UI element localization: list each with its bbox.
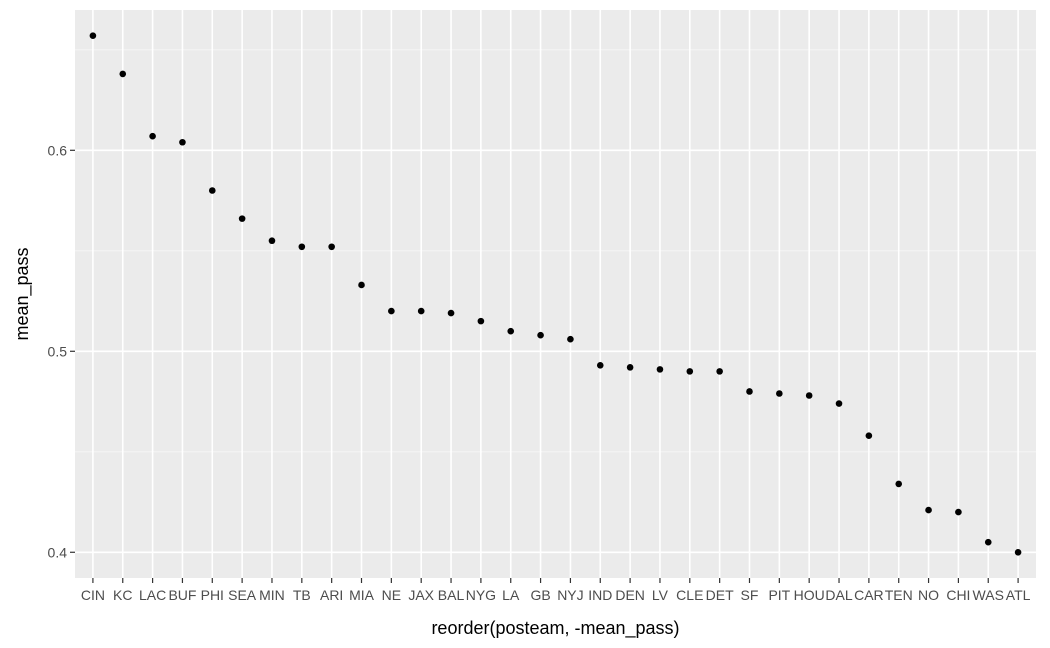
x-tick-label: CHI: [946, 587, 970, 603]
data-point-no: [925, 506, 932, 514]
x-tick-label: GB: [530, 587, 550, 603]
data-point-ten: [895, 480, 903, 488]
data-point-jax: [417, 307, 425, 315]
y-tick-label: 0.4: [48, 544, 68, 560]
x-tick-label: MIA: [349, 587, 375, 603]
data-point-det: [716, 368, 723, 375]
x-tick-label: PHI: [201, 587, 224, 603]
x-tick-label: TEN: [885, 587, 913, 603]
x-tick-label: TB: [293, 587, 311, 603]
x-tick-label: ATL: [1006, 587, 1031, 603]
x-tick-label: LA: [502, 587, 520, 603]
y-axis-title: mean_pass: [12, 247, 33, 340]
data-point-hou: [805, 392, 813, 399]
x-tick-label: LV: [652, 587, 669, 603]
data-point-lac: [149, 132, 156, 140]
data-point-phi: [208, 187, 216, 194]
data-point-cin: [89, 32, 97, 40]
x-tick-label: KC: [113, 587, 132, 603]
data-point-ari: [328, 243, 335, 251]
data-point-tb: [298, 243, 306, 251]
data-point-sf: [746, 388, 753, 395]
data-point-cle: [686, 368, 694, 375]
data-point-buf: [179, 138, 186, 146]
data-point-was: [984, 538, 992, 546]
x-tick-label: WAS: [973, 587, 1004, 603]
x-tick-label: DET: [706, 587, 734, 603]
y-tick-label: 0.5: [48, 343, 68, 359]
x-tick-label: BAL: [438, 587, 465, 603]
data-point-pit: [776, 390, 783, 397]
data-point-atl: [1014, 548, 1022, 556]
x-tick-label: MIN: [259, 587, 285, 603]
data-point-den: [626, 364, 634, 371]
data-point-dal: [835, 400, 843, 407]
data-point-ne: [388, 307, 395, 315]
data-point-sea: [238, 215, 246, 222]
data-point-mia: [358, 281, 365, 289]
x-tick-label: SEA: [228, 587, 257, 603]
plot-panel: [75, 10, 1036, 578]
x-tick-label: PIT: [768, 587, 790, 603]
x-tick-label: NO: [918, 587, 939, 603]
data-point-chi: [955, 508, 962, 516]
x-tick-label: DAL: [825, 587, 852, 603]
x-tick-label: ARI: [320, 587, 343, 603]
x-tick-label: CLE: [676, 587, 703, 603]
x-tick-label: CAR: [854, 587, 884, 603]
data-point-gb: [537, 331, 544, 339]
x-tick-label: JAX: [408, 587, 434, 603]
x-tick-label: DEN: [615, 587, 645, 603]
data-point-nyg: [477, 317, 485, 325]
major-gridlines: [75, 10, 1036, 578]
x-tick-label: NYJ: [557, 587, 583, 603]
data-point-lv: [656, 366, 664, 373]
data-point-car: [865, 432, 873, 439]
minor-gridlines: [75, 49, 1036, 453]
data-point-nyj: [567, 335, 574, 343]
x-tick-label: IND: [588, 587, 612, 603]
x-tick-label: LAC: [139, 587, 166, 603]
y-axis: 0.4 0.5 0.6: [48, 142, 75, 560]
x-axis-title: reorder(posteam, -mean_pass): [431, 618, 679, 639]
x-tick-label: CIN: [81, 587, 105, 603]
data-point-bal: [447, 309, 455, 317]
data-point-kc: [119, 70, 127, 78]
data-point-ind: [596, 362, 604, 369]
x-tick-label: NE: [382, 587, 401, 603]
data-point-la: [507, 327, 515, 335]
y-tick-label: 0.6: [48, 142, 68, 158]
data-point-min: [268, 237, 276, 245]
x-axis: CIN KC LAC BUF PHI SEA MIN TB ARI MIA NE JAX BAL NYG L…: [81, 578, 1031, 603]
x-tick-label: NYG: [466, 587, 496, 603]
x-tick-label: HOU: [794, 587, 825, 603]
x-tick-label: BUF: [168, 587, 196, 603]
data-points: [89, 32, 1022, 556]
x-tick-label: SF: [741, 587, 759, 603]
